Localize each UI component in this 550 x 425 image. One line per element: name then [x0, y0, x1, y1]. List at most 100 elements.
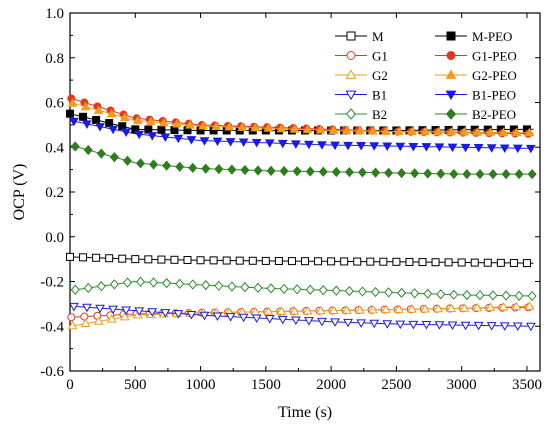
- data-point: [395, 142, 406, 152]
- data-point: [276, 123, 287, 133]
- data-point: [92, 115, 101, 124]
- data-point: [170, 126, 179, 135]
- data-point: [305, 284, 315, 295]
- data-point: [80, 312, 89, 321]
- data-point: [212, 137, 223, 147]
- data-point: [369, 319, 380, 329]
- legend-item-g2-peo: G2-PEO: [435, 68, 517, 83]
- data-point: [446, 126, 457, 136]
- legend-item-m-peo: M-PEO: [435, 29, 512, 44]
- data-point: [253, 282, 263, 293]
- data-point: [485, 302, 496, 311]
- x-tick-label: 500: [124, 377, 147, 393]
- data-point: [379, 257, 388, 266]
- data-point: [522, 259, 531, 268]
- data-point: [408, 320, 419, 330]
- data-point: [240, 282, 250, 293]
- data-point: [314, 257, 323, 266]
- data-point: [457, 258, 466, 267]
- data-point: [287, 257, 296, 266]
- data-point: [122, 277, 132, 288]
- data-point: [315, 125, 326, 134]
- data-point: [134, 307, 145, 316]
- legend-marker: [445, 69, 457, 79]
- data-point: [238, 138, 249, 148]
- data-point: [418, 258, 427, 267]
- data-point: [304, 140, 314, 150]
- data-point: [224, 121, 235, 131]
- data-point: [135, 158, 146, 169]
- data-point: [199, 311, 210, 321]
- data-point: [514, 290, 524, 301]
- data-point: [407, 126, 417, 136]
- data-point: [459, 127, 470, 136]
- data-point: [80, 318, 91, 328]
- data-point: [330, 141, 340, 151]
- data-point: [509, 258, 518, 267]
- legend-label: M-PEO: [472, 29, 512, 44]
- data-point: [431, 258, 440, 267]
- data-point: [95, 304, 105, 314]
- legend-label: G1: [372, 49, 388, 64]
- data-point: [66, 252, 74, 261]
- data-point: [237, 122, 248, 131]
- data-point: [370, 167, 381, 178]
- data-point: [446, 303, 457, 313]
- data-point: [186, 136, 197, 145]
- legend-label: B2-PEO: [472, 107, 516, 122]
- legend-marker: [345, 108, 357, 120]
- data-point: [421, 143, 432, 152]
- series-g2-peo: [67, 98, 535, 137]
- data-point: [92, 253, 101, 262]
- data-point: [212, 312, 223, 321]
- data-point: [121, 128, 132, 137]
- data-point: [328, 125, 339, 134]
- data-point: [472, 302, 483, 312]
- data-point: [119, 112, 130, 122]
- data-point: [397, 167, 407, 179]
- data-point: [341, 125, 352, 135]
- legend-marker: [445, 90, 457, 101]
- data-point: [131, 125, 140, 134]
- data-point: [119, 311, 130, 321]
- data-point: [343, 318, 353, 328]
- data-point: [436, 168, 446, 179]
- data-point: [109, 279, 119, 290]
- data-point: [266, 165, 276, 176]
- data-point: [188, 162, 198, 173]
- data-point: [499, 144, 510, 153]
- series-b1: [69, 302, 536, 332]
- data-point: [109, 152, 119, 163]
- data-point: [149, 159, 159, 170]
- data-point: [70, 284, 80, 295]
- x-tick-label: 3000: [447, 377, 477, 393]
- data-point: [410, 168, 420, 179]
- data-point: [69, 117, 79, 127]
- data-point: [214, 164, 224, 175]
- data-point: [512, 144, 523, 154]
- data-point: [79, 112, 88, 121]
- data-point: [106, 314, 117, 323]
- data-point: [248, 256, 257, 265]
- data-point: [227, 281, 237, 292]
- data-point: [301, 257, 309, 266]
- data-point: [341, 305, 352, 314]
- data-point: [131, 255, 140, 264]
- series-b2-peo: [69, 141, 537, 180]
- data-point: [93, 316, 104, 325]
- legend-label: G1-PEO: [472, 49, 517, 64]
- data-point: [405, 257, 414, 266]
- data-point: [201, 163, 211, 174]
- data-point: [512, 322, 523, 332]
- legend-item-b2-peo: B2-PEO: [435, 107, 516, 122]
- data-point: [331, 285, 341, 296]
- data-point: [274, 257, 283, 266]
- data-point: [277, 139, 288, 149]
- legend-marker: [446, 51, 456, 60]
- data-point: [251, 314, 262, 323]
- data-point: [96, 148, 106, 159]
- y-tick-label: 0.2: [45, 185, 64, 201]
- data-point: [382, 320, 393, 329]
- x-tick-label: 1000: [186, 377, 216, 393]
- data-point: [366, 257, 375, 266]
